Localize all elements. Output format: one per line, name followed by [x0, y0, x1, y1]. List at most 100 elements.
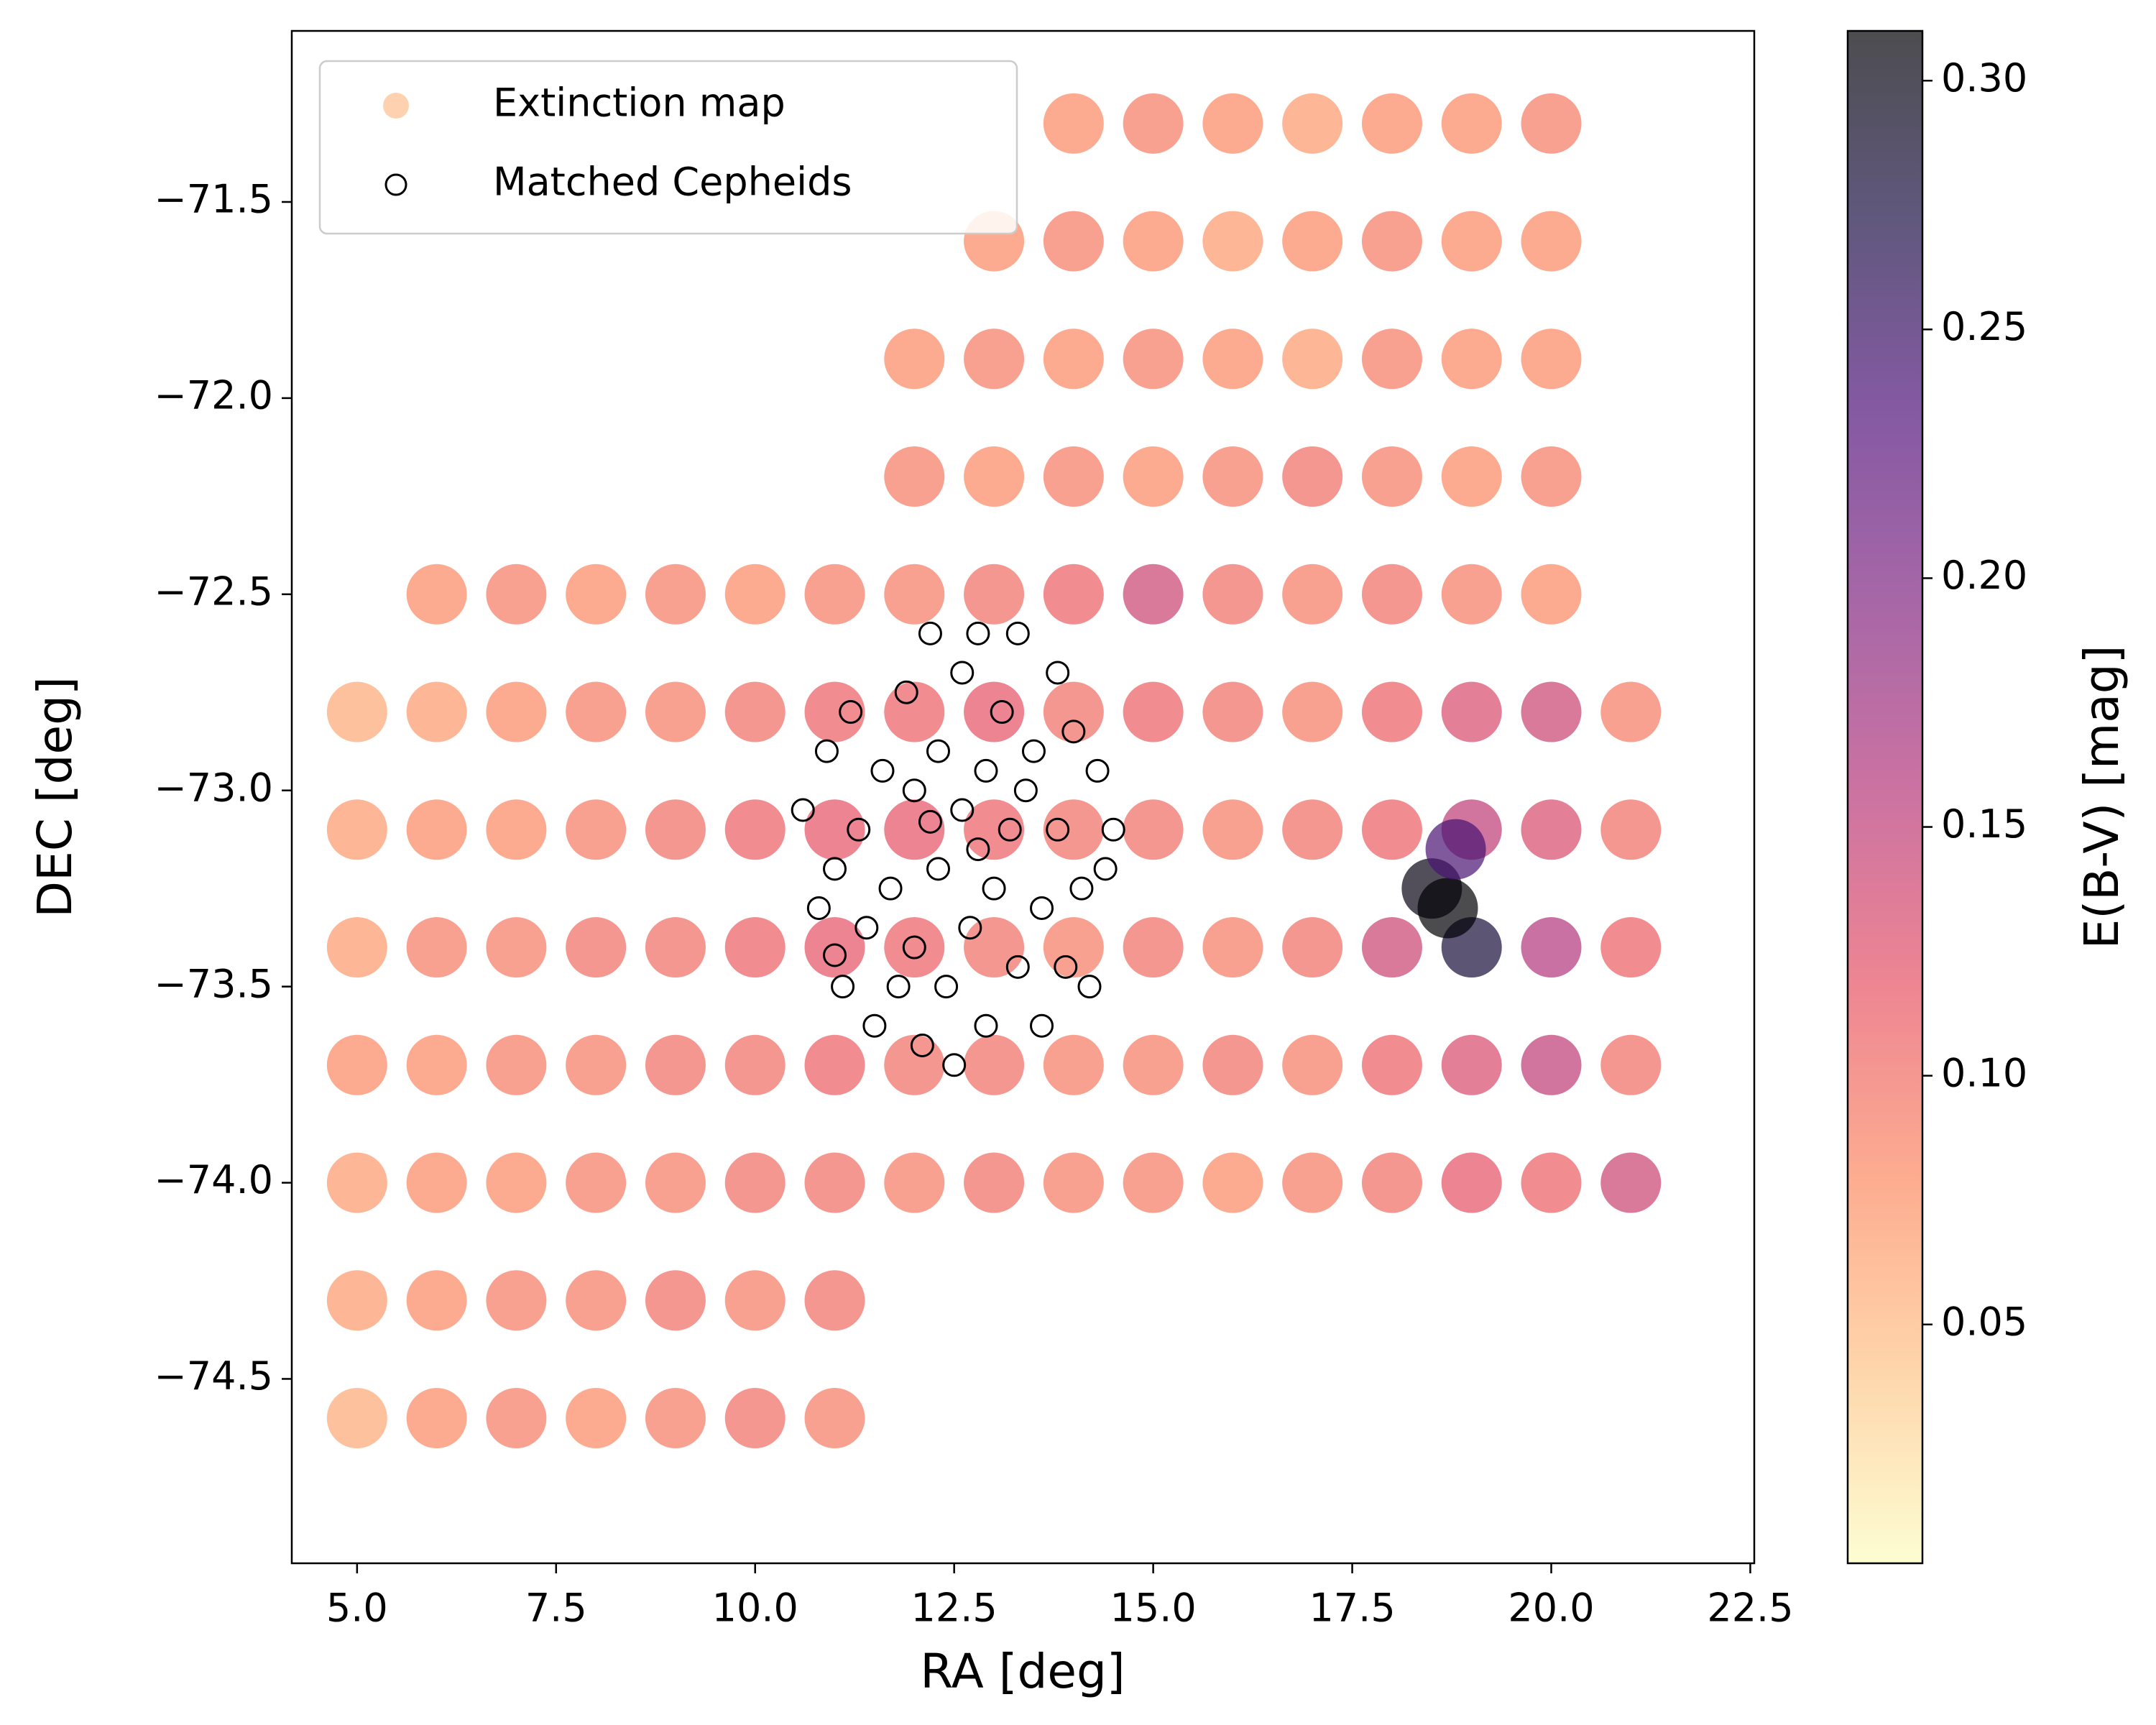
extinction-point	[1043, 1152, 1104, 1213]
extinction-point	[326, 799, 387, 860]
extinction-point	[1282, 1034, 1343, 1095]
extinction-point	[566, 1034, 627, 1095]
cepheid-point	[902, 935, 926, 960]
extinction-point	[1043, 1034, 1104, 1095]
extinction-point	[1202, 328, 1263, 390]
extinction-point	[1202, 564, 1263, 625]
y-tick-label: −72.0	[155, 373, 273, 418]
cepheid-point	[918, 809, 942, 834]
extinction-point	[724, 1152, 786, 1213]
extinction-point	[1600, 917, 1662, 978]
extinction-point	[964, 328, 1025, 390]
extinction-point	[566, 799, 627, 860]
extinction-point	[645, 1388, 706, 1449]
colorbar	[1846, 29, 1924, 1565]
extinction-point	[1521, 93, 1582, 154]
extinction-point	[1441, 93, 1502, 154]
extinction-point	[645, 799, 706, 860]
extinction-point	[724, 799, 786, 860]
cepheid-point	[958, 916, 982, 940]
extinction-point	[406, 564, 467, 625]
extinction-point	[1521, 1034, 1582, 1095]
cepheid-point	[950, 798, 975, 822]
cepheid-point	[902, 778, 926, 803]
extinction-point	[724, 917, 786, 978]
extinction-point	[1282, 211, 1343, 272]
extinction-point	[1202, 917, 1263, 978]
extinction-point	[884, 799, 945, 860]
cepheid-point	[1046, 661, 1070, 685]
cepheid-point	[847, 817, 871, 842]
x-tick-label: 7.5	[525, 1586, 587, 1631]
extinction-point	[1441, 328, 1502, 390]
extinction-point	[1521, 799, 1582, 860]
extinction-point	[884, 564, 945, 625]
extinction-point	[804, 917, 865, 978]
cepheid-point	[1077, 975, 1102, 999]
extinction-point	[1123, 328, 1184, 390]
extinction-point	[804, 799, 865, 860]
extinction-point	[1600, 681, 1662, 742]
extinction-point	[1123, 93, 1184, 154]
extinction-point	[486, 799, 547, 860]
colorbar-tick-label: 0.20	[1941, 553, 2027, 598]
extinction-point	[1441, 1034, 1502, 1095]
colorbar-tick-label: 0.25	[1941, 304, 2027, 349]
extinction-point	[566, 1270, 627, 1331]
cepheid-point	[814, 739, 839, 763]
extinction-point	[964, 1152, 1025, 1213]
extinction-point	[406, 1034, 467, 1095]
extinction-point	[964, 799, 1025, 860]
extinction-point	[406, 917, 467, 978]
extinction-point	[964, 446, 1025, 507]
extinction-point	[406, 681, 467, 742]
extinction-point	[1123, 564, 1184, 625]
cepheid-point	[998, 817, 1022, 842]
cepheid-point	[823, 857, 847, 881]
extinction-point	[1361, 799, 1422, 860]
x-tick-label: 12.5	[911, 1586, 998, 1631]
extinction-point	[1521, 446, 1582, 507]
extinction-point	[804, 564, 865, 625]
extinction-point	[1361, 93, 1422, 154]
colorbar-tick-label: 0.10	[1941, 1050, 2027, 1095]
extinction-point	[804, 1152, 865, 1213]
cepheid-point	[942, 1053, 967, 1077]
cepheid-point	[934, 975, 959, 999]
legend-marker	[384, 173, 407, 196]
extinction-point	[1441, 211, 1502, 272]
extinction-point	[724, 1388, 786, 1449]
extinction-point	[406, 799, 467, 860]
colorbar-tick-label: 0.30	[1941, 55, 2027, 101]
extinction-point	[964, 564, 1025, 625]
extinction-point	[1043, 564, 1104, 625]
extinction-point	[326, 917, 387, 978]
cepheid-point	[1093, 857, 1118, 881]
extinction-point	[326, 1388, 387, 1449]
axes-frame	[290, 29, 1756, 1565]
cepheid-point	[1069, 876, 1094, 901]
cepheid-point	[1054, 954, 1078, 979]
extinction-point	[1441, 1152, 1502, 1213]
cepheid-point	[894, 680, 918, 704]
y-tick-label: −74.5	[155, 1353, 273, 1399]
x-tick-label: 5.0	[326, 1586, 388, 1631]
extinction-point	[1441, 446, 1502, 507]
extinction-point	[964, 1034, 1025, 1095]
extinction-point	[1202, 93, 1263, 154]
extinction-point	[1282, 681, 1343, 742]
extinction-point	[1600, 1034, 1662, 1095]
cepheid-point	[974, 1013, 998, 1038]
cepheid-point	[1061, 719, 1086, 744]
extinction-point	[1361, 917, 1422, 978]
extinction-point	[724, 564, 786, 625]
cepheid-point	[926, 857, 951, 881]
y-tick-label: −73.0	[155, 765, 273, 810]
extinction-point	[1282, 93, 1343, 154]
y-tick-label: −71.5	[155, 177, 273, 222]
extinction-point	[1123, 799, 1184, 860]
extinction-point	[406, 1152, 467, 1213]
extinction-point	[1521, 681, 1582, 742]
extinction-point	[724, 1270, 786, 1331]
